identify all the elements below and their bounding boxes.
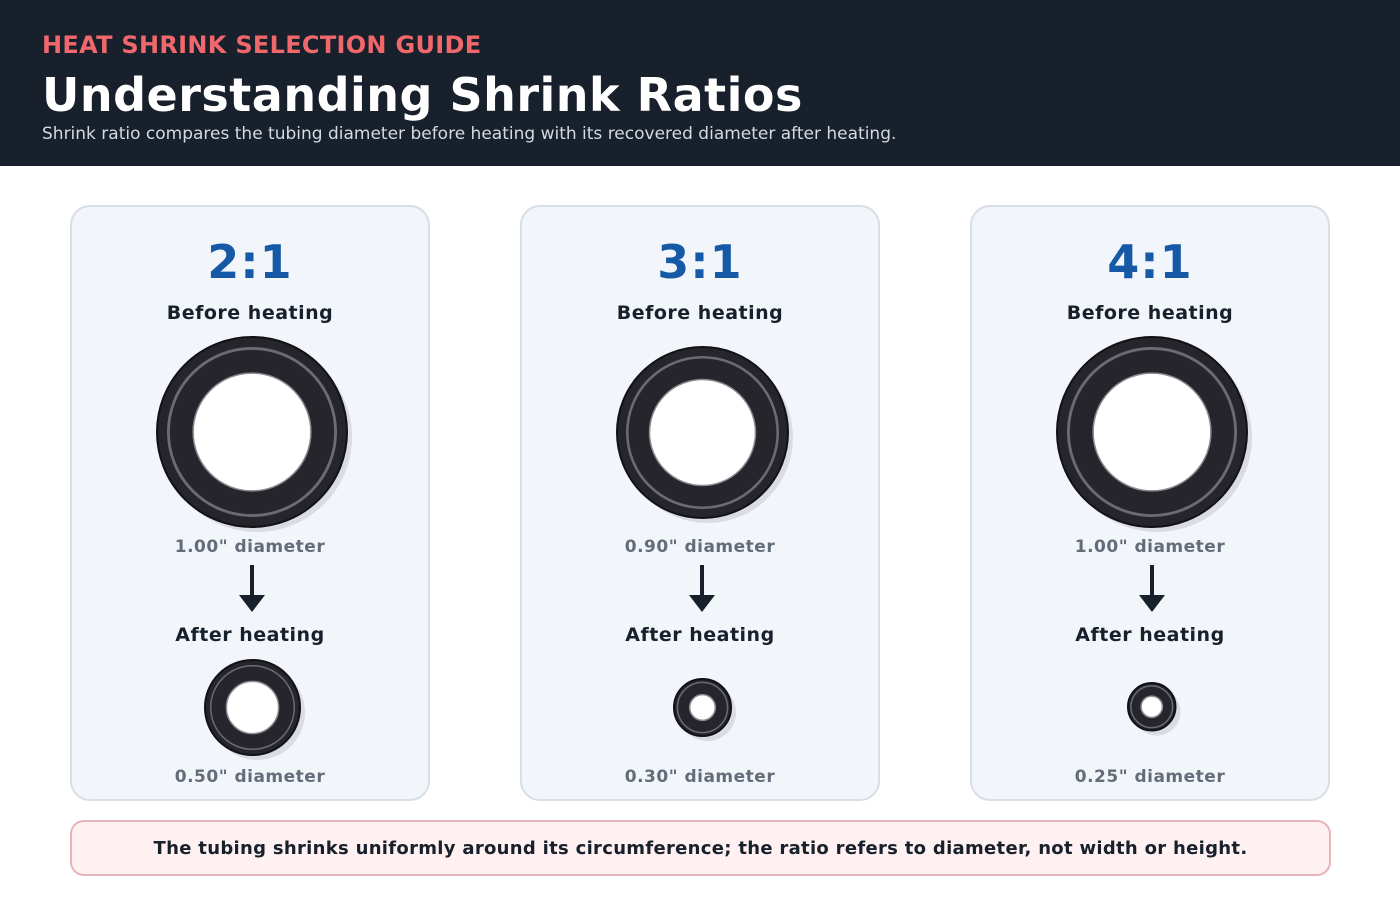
page-subtitle: Shrink ratio compares the tubing diamete… — [42, 124, 897, 144]
uniform-shrink-note: The tubing shrinks uniformly around its … — [70, 820, 1331, 876]
after-diameter: 0.25" diameter — [1074, 767, 1226, 787]
tube-after-icon — [672, 677, 736, 741]
arrow-down-icon — [689, 565, 715, 612]
header-banner: HEAT SHRINK SELECTION GUIDE Understandin… — [0, 0, 1400, 166]
before-diameter: 0.90" diameter — [624, 537, 776, 557]
after-heating-label: After heating — [1075, 624, 1225, 646]
guide-eyebrow: HEAT SHRINK SELECTION GUIDE — [42, 31, 482, 59]
after-diameter: 0.50" diameter — [174, 767, 326, 787]
ratio-label: 3:1 — [657, 235, 743, 289]
tube-before-icon — [615, 345, 793, 523]
after-heating-label: After heating — [625, 624, 775, 646]
ratio-card-3-1: 3:1 Before heating 0.90" diameter After … — [520, 205, 880, 801]
tube-before-icon — [1056, 336, 1252, 532]
ratio-card-4-1: 4:1 Before heating 1.00" diameter After … — [970, 205, 1330, 801]
before-heating-label: Before heating — [1066, 302, 1234, 324]
arrow-down-icon — [1139, 565, 1165, 612]
tube-before-icon — [156, 336, 352, 532]
before-heating-label: Before heating — [616, 302, 784, 324]
ratio-label: 4:1 — [1107, 235, 1193, 289]
ratio-card-2-1: 2:1 Before heating 1.00" diameter After … — [70, 205, 430, 801]
before-heating-label: Before heating — [166, 302, 334, 324]
before-diameter: 1.00" diameter — [174, 537, 326, 557]
tube-after-icon — [1127, 682, 1181, 736]
before-diameter: 1.00" diameter — [1074, 537, 1226, 557]
after-heating-label: After heating — [175, 624, 325, 646]
tube-after-icon — [203, 658, 305, 760]
after-diameter: 0.30" diameter — [624, 767, 776, 787]
arrow-down-icon — [239, 565, 265, 612]
ratio-label: 2:1 — [207, 235, 293, 289]
page-title: Understanding Shrink Ratios — [42, 68, 803, 122]
